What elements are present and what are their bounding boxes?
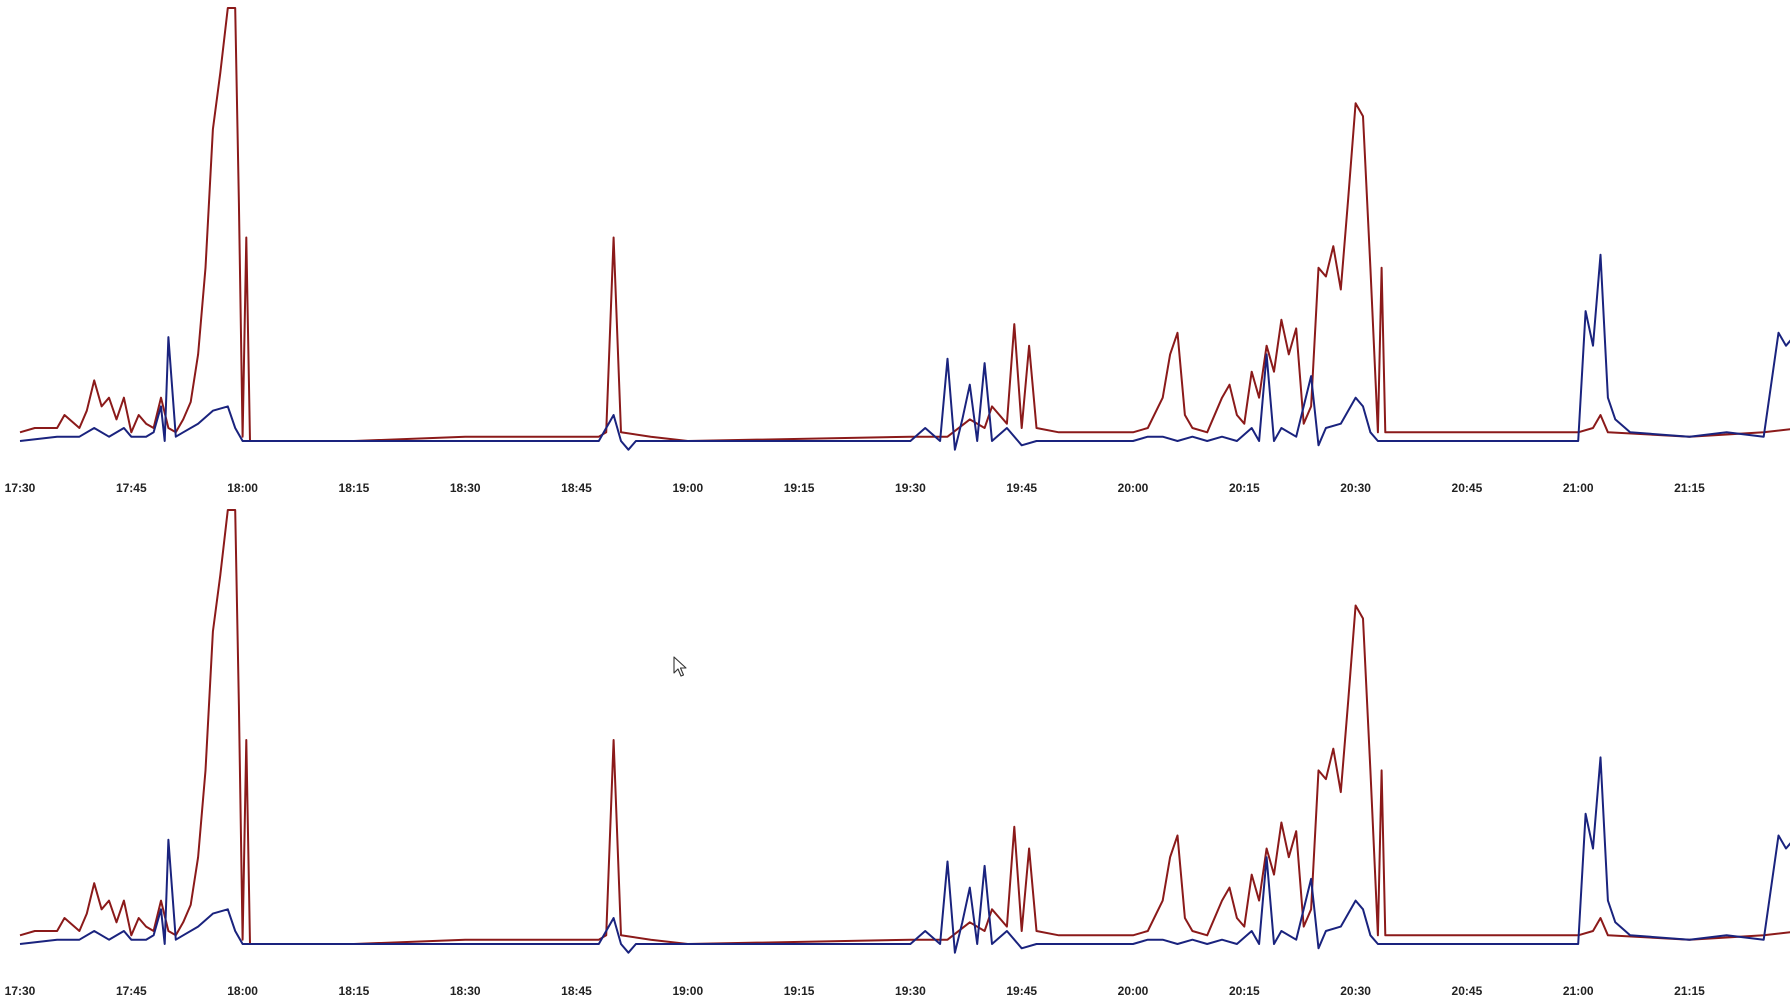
x-tick-label: 20:30 xyxy=(1340,481,1371,495)
x-tick-label: 18:15 xyxy=(339,481,370,495)
x-tick-label: 20:15 xyxy=(1229,481,1260,495)
x-tick-label: 18:30 xyxy=(450,984,481,998)
chart-bottom: 17:30 17:45 18:00 18:15 18:30 18:45 19:00 19:15… xyxy=(5,509,1790,998)
x-tick-label: 17:45 xyxy=(116,481,147,495)
x-tick-label: 21:00 xyxy=(1563,481,1594,495)
x-tick-label: 17:30 xyxy=(5,984,36,998)
x-tick-label: 19:45 xyxy=(1006,984,1037,998)
x-tick-label: 18:45 xyxy=(561,984,592,998)
x-tick-label: 20:45 xyxy=(1452,984,1483,998)
x-tick-label: 19:30 xyxy=(895,984,926,998)
x-tick-label: 18:00 xyxy=(227,984,258,998)
x-tick-label: 21:00 xyxy=(1563,984,1594,998)
series-blue-line xyxy=(19,756,1790,954)
x-tick-label: 20:30 xyxy=(1340,984,1371,998)
x-tick-label: 19:15 xyxy=(784,481,815,495)
x-tick-label: 17:45 xyxy=(116,984,147,998)
x-tick-label: 21:15 xyxy=(1674,481,1705,495)
x-tick-label: 19:00 xyxy=(672,481,703,495)
x-tick-label: 18:00 xyxy=(227,481,258,495)
x-tick-label: 18:15 xyxy=(339,984,370,998)
x-tick-label: 20:45 xyxy=(1452,481,1483,495)
x-tick-label: 18:45 xyxy=(561,481,592,495)
x-tick-label: 20:00 xyxy=(1118,481,1149,495)
mouse-pointer-icon xyxy=(673,656,687,677)
x-tick-label: 21:15 xyxy=(1674,984,1705,998)
x-tick-label: 19:45 xyxy=(1006,481,1037,495)
x-tick-label: 20:00 xyxy=(1118,984,1149,998)
x-tick-label: 18:30 xyxy=(450,481,481,495)
series-red-line xyxy=(19,7,1790,442)
series-blue-line xyxy=(19,253,1790,451)
x-tick-label: 17:30 xyxy=(5,481,36,495)
series-red-line xyxy=(19,509,1790,945)
x-tick-label: 19:00 xyxy=(672,984,703,998)
x-tick-label: 20:15 xyxy=(1229,984,1260,998)
chart-top: 17:30 17:45 18:00 18:15 18:30 18:45 19:00 19:15… xyxy=(5,7,1790,495)
x-tick-label: 19:15 xyxy=(784,984,815,998)
x-tick-label: 19:30 xyxy=(895,481,926,495)
